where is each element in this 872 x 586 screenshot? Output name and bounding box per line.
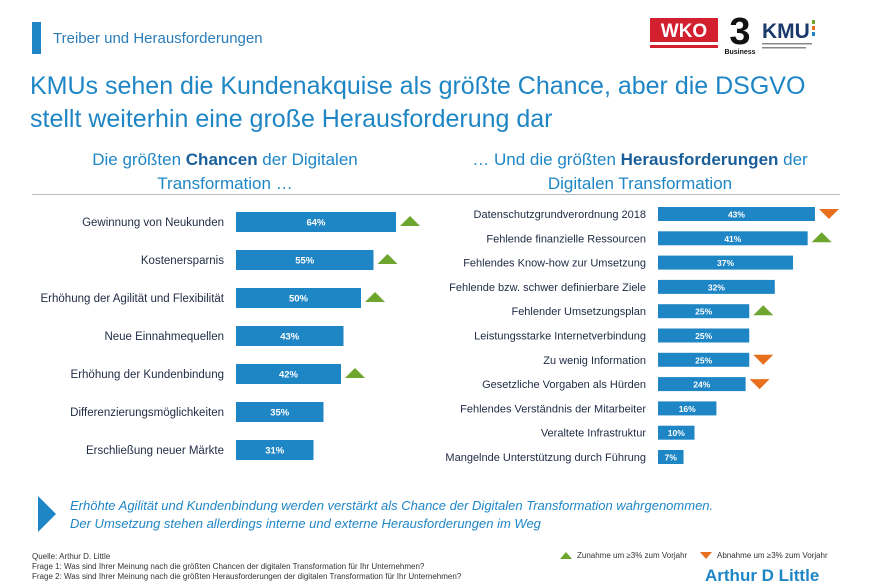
challenge-category-label: Mangelnde Unterstützung durch Führung (445, 452, 646, 464)
divider-right (420, 194, 840, 195)
brand-logo: Arthur D Little (705, 566, 820, 585)
chance-value-label: 64% (306, 218, 326, 229)
chance-bar (236, 326, 344, 346)
challenge-category-label: Fehlendes Verständnis der Mitarbeiter (460, 403, 646, 415)
challenge-bar (658, 401, 717, 416)
challenge-bar (658, 255, 794, 270)
challenge-value-label: 10% (668, 428, 685, 438)
challenge-value-label: 25% (695, 307, 712, 317)
chance-bar (236, 402, 324, 422)
chance-value-label: 35% (270, 408, 290, 419)
chance-category-label: Erhöhung der Agilität und Flexibilität (41, 293, 225, 305)
decrease-triangle-icon (700, 552, 712, 559)
chance-bar (236, 364, 341, 384)
section-title: Treiber und Herausforderungen (53, 30, 263, 47)
chance-category-label: Erschließung neuer Märkte (86, 445, 224, 457)
chance-bar (236, 212, 396, 232)
wko-logo: WKO (650, 18, 718, 48)
chance-value-label: 31% (265, 446, 285, 457)
chance-value-label: 43% (280, 332, 300, 343)
challenge-category-label: Datenschutzgrundverordnung 2018 (474, 209, 646, 221)
chance-category-label: Differenzierungsmöglichkeiten (70, 407, 224, 419)
challenge-category-label: Veraltete Infrastruktur (541, 428, 646, 440)
section-marker (32, 22, 41, 54)
challenges-heading: … Und die größten Herausforderungen der … (472, 150, 808, 193)
partner-logos: WKO 3 Business KMU (650, 11, 815, 56)
footnotes: Quelle: Arthur D. Little Frage 1: Was si… (32, 552, 462, 581)
challenge-bar (658, 352, 750, 367)
challenge-bar (658, 377, 746, 392)
callout-arrow-icon (38, 496, 56, 532)
challenge-category-label: Fehlender Umsetzungsplan (511, 306, 646, 318)
chance-value-label: 42% (279, 370, 299, 381)
chance-increase-icon (377, 254, 398, 264)
challenge-bar (658, 304, 750, 319)
challenge-value-label: 32% (708, 282, 725, 292)
challenge-bar (658, 279, 775, 294)
challenge-value-label: 41% (724, 234, 741, 244)
svg-text:WKO: WKO (661, 21, 707, 42)
chances-heading: Die größten Chancen der Digitalen Transf… (92, 150, 358, 193)
chance-category-label: Neue Einnahmequellen (104, 331, 224, 343)
chance-increase-icon (365, 292, 385, 302)
chance-category-label: Erhöhung der Kundenbindung (71, 369, 224, 381)
challenge-value-label: 16% (679, 404, 696, 414)
challenge-value-label: 37% (717, 258, 734, 268)
challenge-bar (658, 425, 695, 440)
chance-value-label: 55% (295, 256, 315, 267)
challenge-category-label: Fehlende bzw. schwer definierbare Ziele (449, 282, 646, 294)
challenge-bar (658, 328, 750, 343)
challenge-bar (658, 207, 815, 221)
legend-decrease: Abnahme um ≥3% zum Vorjahr (700, 551, 828, 560)
challenge-category-label: Fehlende finanzielle Ressourcen (486, 233, 646, 245)
challenge-decrease-icon (753, 354, 774, 365)
svg-text:Business: Business (724, 49, 755, 56)
svg-text:KMU: KMU (762, 20, 810, 43)
challenge-value-label: 7% (665, 453, 678, 463)
chance-bar (236, 440, 314, 460)
three-business-logo: 3 Business (724, 11, 755, 56)
chance-bar (236, 288, 361, 308)
chance-increase-icon (400, 216, 420, 226)
challenge-value-label: 43% (728, 210, 745, 220)
challenge-category-label: Leistungsstarke Internetverbindung (474, 331, 646, 343)
challenge-category-label: Gesetzliche Vorgaben als Hürden (482, 379, 646, 391)
challenge-decrease-icon (818, 209, 839, 219)
challenge-increase-icon (753, 305, 774, 316)
challenge-value-label: 25% (695, 355, 712, 365)
challenge-increase-icon (811, 232, 832, 243)
challenge-decrease-icon (749, 379, 770, 390)
divider-left (32, 194, 432, 195)
challenge-category-label: Fehlendes Know-how zur Umsetzung (463, 258, 646, 270)
chance-value-label: 50% (289, 294, 309, 305)
challenge-bar (658, 231, 808, 246)
chance-bar (236, 250, 374, 270)
challenge-bar (658, 450, 684, 464)
chance-category-label: Gewinnung von Neukunden (82, 217, 224, 229)
kmu-logo: KMU (762, 20, 815, 49)
challenge-value-label: 24% (693, 380, 710, 390)
svg-text:3: 3 (729, 11, 750, 53)
legend-increase: Zunahme um ≥3% zum Vorjahr (560, 551, 687, 560)
chance-increase-icon (345, 368, 365, 378)
increase-triangle-icon (560, 552, 572, 559)
challenge-value-label: 25% (695, 331, 712, 341)
key-insight-callout: Erhöhte Agilität und Kundenbindung werde… (70, 498, 714, 531)
challenge-category-label: Zu wenig Information (543, 355, 646, 367)
chance-category-label: Kostenersparnis (141, 255, 224, 267)
page-title: KMUs sehen die Kundenakquise als größte … (30, 72, 806, 133)
